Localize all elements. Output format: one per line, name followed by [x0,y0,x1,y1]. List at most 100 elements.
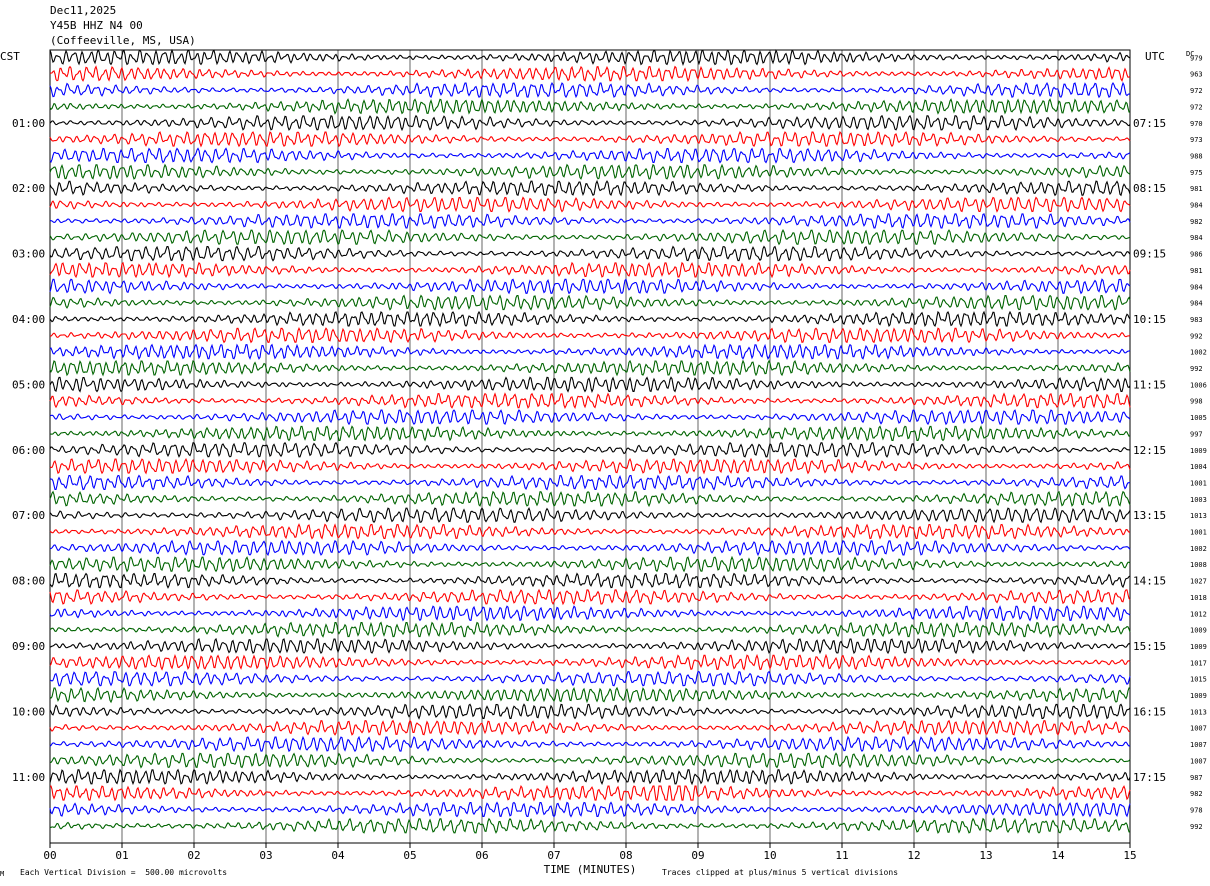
x-tick-label: 13 [979,849,992,862]
seismic-trace [49,653,1131,671]
corner-mark: M [0,870,5,878]
seismic-trace [49,213,1131,229]
seismic-trace [49,179,1131,197]
x-tick-label: 10 [763,849,776,862]
seismic-trace [49,457,1131,475]
seismic-trace [49,441,1131,458]
seismic-trace [49,801,1131,818]
dc-offset-label: 970 [1190,120,1203,128]
seismic-trace [49,555,1131,573]
x-tick-label: 14 [1051,849,1065,862]
seismic-trace [49,376,1131,393]
seismic-trace [50,326,1131,344]
right-hour-label: 13:15 [1133,509,1166,522]
x-tick-label: 08 [619,849,632,862]
dc-offset-label: 1013 [1190,708,1207,716]
seismic-trace [49,490,1131,508]
dc-offset-label: 1003 [1190,496,1207,504]
x-tick-label: 11 [835,849,848,862]
seismic-trace [49,670,1131,687]
seismic-trace [50,752,1131,769]
dc-offset-label: 1001 [1190,479,1207,487]
dc-offset-label: 1018 [1190,594,1207,602]
x-tick-label: 01 [115,849,128,862]
seismic-trace [49,278,1131,295]
seismic-trace [49,98,1131,115]
seismic-trace [49,768,1131,786]
seismic-trace [49,735,1131,753]
seismic-trace [49,81,1131,99]
x-tick-label: 04 [331,849,345,862]
seismic-trace [49,425,1131,442]
right-timezone-label: UTC [1145,50,1165,63]
seismic-trace [49,409,1131,426]
seismic-trace [49,572,1131,589]
seismic-trace [49,343,1131,361]
left-hour-label: 02:00 [12,182,45,195]
seismic-trace [49,392,1131,410]
dc-offset-label: 1009 [1190,627,1207,635]
dc-offset-label: 1012 [1190,610,1207,618]
dc-offset-label: 1004 [1190,463,1207,471]
seismic-trace [49,539,1131,557]
dc-offset-label: 992 [1190,365,1203,373]
seismic-trace [49,637,1131,655]
division-note: Each Vertical Division = 500.00 microvol… [20,868,228,877]
seismic-trace [49,621,1131,638]
x-tick-label: 15 [1123,849,1136,862]
right-hour-label: 07:15 [1133,117,1166,130]
dc-offset-label: 1002 [1190,349,1207,357]
dc-offset-label: 981 [1190,185,1203,193]
station-label: Y45B HHZ N4 00 [50,19,143,32]
dc-offset-label: 984 [1190,234,1203,242]
x-tick-label: 03 [259,849,272,862]
seismic-trace [50,784,1131,802]
dc-offset-label: 982 [1190,218,1203,226]
dc-offset-label: 992 [1190,332,1203,340]
seismic-trace [49,229,1131,246]
seismic-trace [49,588,1131,606]
dc-offset-label: 1007 [1190,757,1207,765]
left-hour-label: 06:00 [12,444,45,457]
dc-offset-label: 988 [1190,152,1203,160]
x-tick-label: 12 [907,849,920,862]
right-hour-label: 11:15 [1133,378,1166,391]
dc-offset-label: 963 [1190,71,1203,79]
seismic-trace [49,817,1131,834]
x-tick-label: 09 [691,849,704,862]
dc-offset-label: 1008 [1190,561,1207,569]
seismic-trace [49,703,1131,720]
seismic-trace [49,310,1131,328]
x-tick-label: 05 [403,849,416,862]
seismic-trace [49,147,1131,164]
right-hour-label: 14:15 [1133,575,1166,588]
dc-offset-label: 982 [1190,790,1203,798]
dc-offset-label: 972 [1190,103,1203,111]
right-hour-label: 08:15 [1133,182,1166,195]
x-axis-label: TIME (MINUTES) [544,863,637,876]
plot-frame [49,49,1131,844]
dc-offset-label: 1013 [1190,512,1207,520]
x-tick-label: 06 [475,849,488,862]
dc-offset-label: 972 [1190,87,1203,95]
seismic-trace [49,130,1131,148]
dc-offset-label: 1007 [1190,725,1207,733]
dc-offset-label: 975 [1190,169,1203,177]
dc-offset-label: 973 [1190,136,1203,144]
dc-offset-label: 1007 [1190,741,1207,749]
right-hour-label: 15:15 [1133,640,1166,653]
dc-offset-label: 983 [1190,316,1203,324]
date-label: Dec11,2025 [50,4,117,17]
dc-offset-label: 978 [1190,806,1203,814]
seismic-trace [49,294,1131,311]
x-tick-label: 00 [43,849,56,862]
dc-offset-label: 986 [1190,251,1203,259]
dc-offset-label: 984 [1190,300,1203,308]
dc-offset-label: 1006 [1190,381,1207,389]
location-label: (Coffeeville, MS, USA) [50,34,196,47]
dc-offset-label: 987 [1190,774,1203,782]
dc-offset-label: 1027 [1190,578,1207,586]
right-hour-label: 16:15 [1133,705,1166,718]
seismic-trace [49,261,1131,279]
